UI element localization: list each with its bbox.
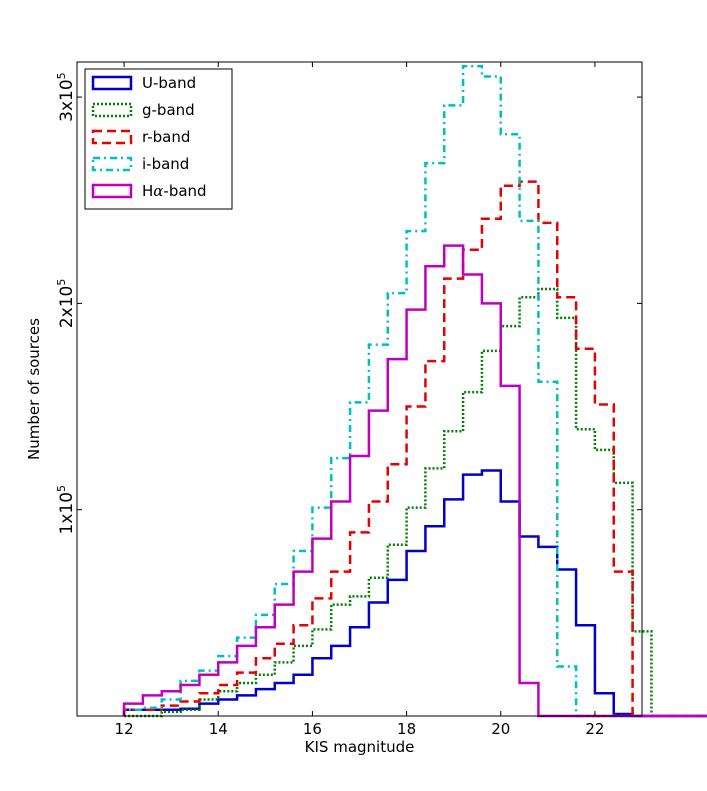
series-line-u-band [122,469,707,718]
legend-swatch [91,75,133,91]
legend: U-band g-band r-band i-band Hα-band [84,68,233,210]
legend-entries: U-band g-band r-band i-band Hα-band [91,74,207,200]
y-tick-label-text: 1x105 [55,485,77,535]
x-tick-label: 20 [491,720,510,738]
legend-label: U-band [142,74,196,92]
x-tick-label: 12 [115,720,134,738]
y-tick-label: 3x105 [55,72,77,122]
x-tick-label: 14 [209,720,228,738]
legend-label: r-band [142,128,190,146]
legend-swatch [91,129,133,145]
legend-swatch [91,156,133,172]
x-tick-label: 16 [303,720,322,738]
y-tick-base: 3x10 [57,79,77,122]
series-line-g-band [124,287,707,718]
legend-label-h: H [142,182,153,200]
series-line-i-band [122,64,707,718]
legend-label: i-band [142,155,189,173]
y-tick-label-text: 3x105 [55,72,77,122]
y-tick-exponent: 5 [55,72,68,79]
legend-swatch [91,102,133,118]
y-axis-label: Number of sources [25,318,43,460]
y-tick-base: 2x10 [57,286,77,329]
plot-frame [76,61,643,717]
y-tick-label: 2x105 [55,279,77,329]
legend-label: Hα-band [142,182,207,200]
legend-label-suffix: -band [163,182,206,200]
y-tick-exponent: 5 [55,279,68,286]
x-tick-label: 22 [585,720,604,738]
legend-label-alpha: α [153,182,163,200]
y-tick-base: 1x10 [57,492,77,535]
y-tick-label-text: 2x105 [55,279,77,329]
legend-label: g-band [142,101,195,119]
series-line-r-band [122,180,707,718]
x-tick-label: 18 [397,720,416,738]
legend-swatch [91,183,133,199]
x-axis-label: KIS magnitude [305,738,415,756]
y-tick-exponent: 5 [55,485,68,492]
y-tick-label: 1x105 [55,485,77,535]
